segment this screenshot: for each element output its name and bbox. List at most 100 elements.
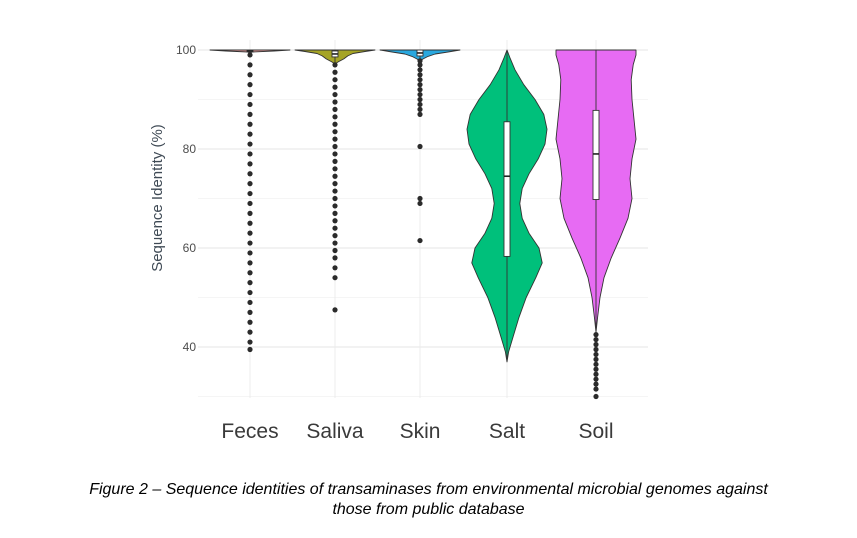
outlier-feces-12 — [247, 171, 253, 177]
outlier-saliva-2 — [332, 77, 338, 83]
outlier-feces-23 — [247, 280, 253, 286]
violin-group-saliva — [294, 49, 376, 313]
y-tick-label-100: 100 — [176, 43, 196, 57]
y-tick-label-80: 80 — [183, 142, 197, 156]
outlier-saliva-9 — [332, 129, 338, 135]
outlier-feces-16 — [247, 210, 253, 216]
violin-group-feces — [209, 49, 291, 353]
outlier-soil-10 — [593, 381, 599, 387]
outlier-saliva-5 — [332, 99, 338, 105]
y-axis: 40 60 80 100 — [176, 43, 196, 354]
outlier-feces-30 — [247, 346, 253, 353]
outlier-feces-21 — [247, 260, 253, 266]
outlier-saliva-27 — [332, 265, 338, 271]
outlier-saliva-18 — [332, 195, 338, 202]
outlier-saliva-15 — [332, 173, 338, 179]
outlier-skin-7 — [417, 91, 423, 98]
outlier-skin-15 — [417, 237, 423, 244]
x-tick-label-skin: Skin — [400, 420, 441, 443]
outlier-saliva-21 — [332, 218, 338, 224]
outlier-feces-19 — [247, 240, 253, 246]
outlier-feces-11 — [247, 161, 253, 167]
outlier-skin-10 — [417, 106, 423, 112]
outlier-saliva-0 — [332, 62, 338, 68]
outlier-skin-8 — [417, 96, 423, 103]
y-tick-label-60: 60 — [183, 241, 197, 255]
outlier-soil-4 — [593, 351, 599, 358]
outlier-saliva-25 — [332, 247, 338, 254]
outlier-feces-25 — [247, 299, 253, 306]
outlier-feces-7 — [247, 121, 253, 127]
x-tick-label-soil: Soil — [578, 420, 613, 443]
outlier-saliva-12 — [332, 151, 338, 157]
outlier-saliva-16 — [332, 181, 338, 187]
caption-line-1: Figure 2 – Sequence identities of transa… — [89, 481, 768, 498]
violins — [209, 49, 637, 400]
outlier-feces-15 — [247, 200, 253, 207]
outlier-soil-11 — [593, 386, 599, 392]
figure-caption: Figure 2 – Sequence identities of transa… — [0, 480, 857, 520]
outlier-feces-0 — [247, 52, 253, 58]
outlier-feces-22 — [247, 270, 253, 276]
outlier-feces-3 — [247, 82, 253, 88]
outlier-saliva-1 — [332, 69, 338, 75]
outlier-skin-4 — [417, 77, 423, 83]
outlier-skin-2 — [417, 67, 423, 73]
outlier-soil-6 — [593, 361, 599, 367]
outlier-skin-9 — [417, 101, 423, 108]
y-tick-label-40: 40 — [183, 340, 197, 354]
outlier-saliva-23 — [332, 233, 338, 239]
outlier-feces-20 — [247, 250, 253, 256]
outlier-saliva-4 — [332, 91, 338, 98]
outlier-skin-0 — [417, 58, 423, 64]
outlier-soil-7 — [593, 366, 599, 372]
outlier-soil-8 — [593, 371, 599, 377]
outlier-saliva-19 — [332, 203, 338, 209]
outlier-skin-12 — [417, 143, 423, 150]
violin-group-salt — [466, 49, 548, 363]
x-tick-label-saliva: Saliva — [306, 420, 364, 443]
x-axis: Feces Saliva Skin Salt Soil — [221, 420, 613, 443]
outlier-saliva-26 — [332, 255, 338, 261]
outlier-feces-9 — [247, 141, 253, 147]
outlier-saliva-28 — [332, 275, 338, 281]
outlier-skin-3 — [417, 72, 423, 78]
outlier-feces-5 — [247, 101, 253, 108]
caption-line-2: those from public database — [332, 501, 525, 518]
outlier-skin-5 — [417, 82, 423, 88]
outlier-saliva-3 — [332, 84, 338, 90]
box-salt — [503, 121, 511, 257]
outlier-saliva-6 — [332, 106, 338, 112]
outlier-saliva-13 — [332, 158, 338, 164]
outlier-saliva-17 — [332, 188, 338, 194]
outlier-soil-0 — [593, 332, 599, 338]
outlier-feces-4 — [247, 91, 253, 98]
outlier-saliva-22 — [332, 225, 338, 231]
outlier-saliva-24 — [332, 240, 338, 246]
outlier-skin-6 — [417, 87, 423, 93]
outlier-feces-14 — [247, 190, 253, 197]
outlier-saliva-11 — [332, 143, 338, 150]
outlier-saliva-14 — [332, 166, 338, 172]
outlier-feces-18 — [247, 230, 253, 236]
outlier-soil-2 — [593, 341, 599, 348]
outlier-saliva-29 — [332, 307, 338, 313]
outlier-feces-24 — [247, 289, 253, 296]
outlier-skin-14 — [417, 200, 423, 207]
outlier-skin-1 — [417, 62, 423, 68]
box-soil — [592, 109, 600, 200]
violin-group-skin — [379, 49, 461, 244]
x-tick-label-salt: Salt — [489, 420, 525, 443]
outlier-soil-5 — [593, 356, 599, 362]
outlier-feces-13 — [247, 181, 253, 187]
outlier-skin-13 — [417, 195, 423, 202]
outlier-soil-3 — [593, 346, 599, 353]
outlier-feces-1 — [247, 62, 253, 68]
outlier-feces-29 — [247, 339, 253, 345]
outlier-feces-2 — [247, 72, 253, 78]
x-tick-label-feces: Feces — [221, 420, 278, 443]
violin-chart: 40 60 80 100 Feces Saliva Skin Salt Soil Sequen… — [149, 40, 648, 443]
outlier-feces-8 — [247, 131, 253, 137]
outlier-soil-1 — [593, 336, 599, 343]
outlier-saliva-7 — [332, 114, 338, 120]
